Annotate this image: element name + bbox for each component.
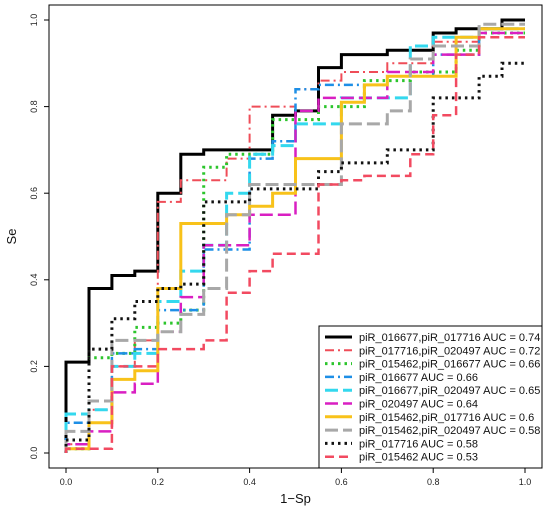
- legend-label: piR_015462,piR_016677 AUC = 0.66: [359, 359, 540, 371]
- y-tick-label: 0.4: [29, 274, 39, 287]
- x-tick-label: 1.0: [519, 477, 532, 487]
- x-axis-title: 1−Sp: [280, 491, 311, 506]
- legend-label: piR_015462,piR_017716 AUC = 0.6: [359, 412, 534, 424]
- legend-label: piR_017716 AUC = 0.58: [359, 438, 478, 450]
- x-tick-label: 0.6: [335, 477, 348, 487]
- legend-label: piR_016677,piR_020497 AUC = 0.65: [359, 385, 540, 397]
- y-tick-label: 1.0: [29, 14, 39, 27]
- plot-frame: [48, 4, 543, 469]
- x-tick-label: 0.8: [427, 477, 440, 487]
- x-tick-label: 0.0: [60, 477, 73, 487]
- legend-label: piR_015462,piR_020497 AUC = 0.58: [359, 425, 540, 437]
- legend-label: piR_016677 AUC = 0.66: [359, 372, 478, 384]
- x-tick-label: 0.2: [152, 477, 165, 487]
- legend-label: piR_016677,piR_017716 AUC = 0.74: [359, 332, 540, 344]
- legend-box: [318, 325, 543, 469]
- y-tick-label: 0.8: [29, 100, 39, 113]
- y-tick-label: 0.0: [29, 447, 39, 460]
- series-line-8: [64, 61, 525, 453]
- y-axis-title: Se: [4, 229, 19, 245]
- legend-label: piR_015462 AUC = 0.53: [359, 452, 478, 464]
- legend-label: piR_017716,piR_020497 AUC = 0.72: [359, 345, 540, 357]
- legend-label: piR_020497 AUC = 0.64: [359, 399, 478, 411]
- series-lines: [64, 18, 525, 453]
- series-line-0: [64, 18, 525, 453]
- y-tick-label: 0.6: [29, 187, 39, 200]
- y-tick-label: 0.2: [29, 360, 39, 373]
- series-line-9: [64, 36, 525, 453]
- x-tick-label: 0.4: [243, 477, 256, 487]
- series-line-6: [64, 27, 525, 453]
- legend: piR_016677,piR_017716 AUC = 0.74piR_0177…: [318, 325, 543, 469]
